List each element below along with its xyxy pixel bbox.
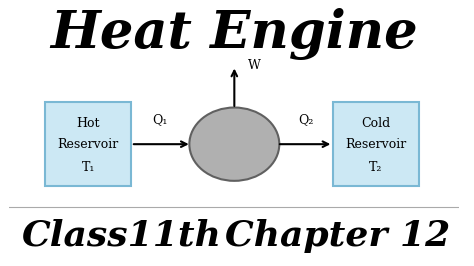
Text: W: W [248,59,261,72]
Text: Class11th: Class11th [22,219,222,253]
Text: Reservoir: Reservoir [346,138,407,151]
Text: Cold: Cold [361,117,391,130]
Text: Reservoir: Reservoir [57,138,119,151]
Text: Hot: Hot [76,117,100,130]
Text: Heat Engine: Heat Engine [51,8,418,60]
Text: T₂: T₂ [369,161,383,174]
FancyBboxPatch shape [46,102,131,186]
FancyBboxPatch shape [333,102,419,186]
Text: Q₁: Q₁ [153,113,168,126]
Ellipse shape [189,107,279,181]
Text: T₁: T₁ [82,161,95,174]
Text: Chapter 12: Chapter 12 [225,219,450,253]
Text: Q₂: Q₂ [299,113,314,126]
